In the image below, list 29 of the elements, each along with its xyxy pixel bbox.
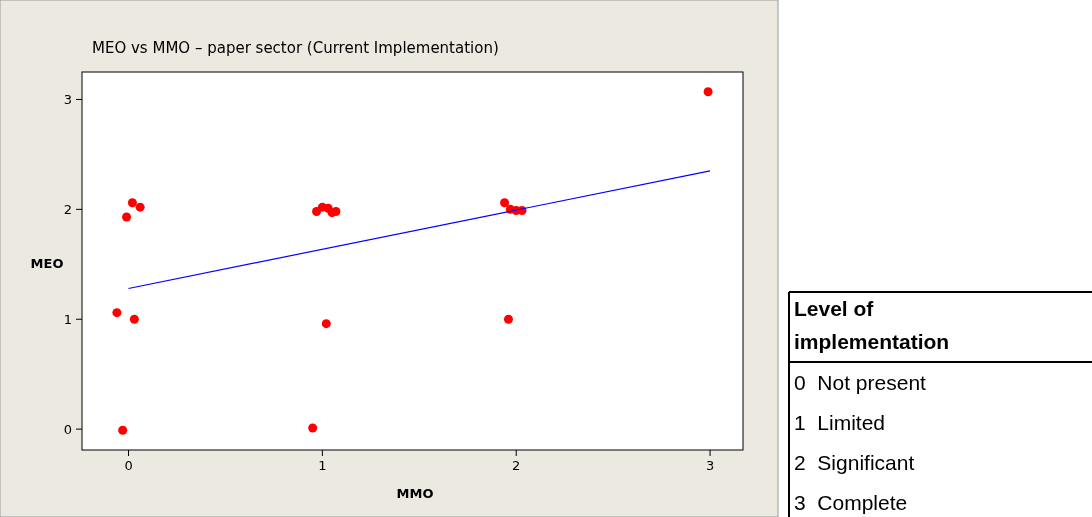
text: 3 Complete <box>794 491 908 514</box>
point <box>331 207 341 217</box>
point <box>112 308 122 318</box>
y-tick-label: 0 <box>63 422 72 438</box>
point <box>308 423 318 433</box>
point <box>321 319 331 329</box>
point <box>703 87 713 97</box>
y-tick-label: 2 <box>63 202 72 218</box>
text: 0 Not present <box>794 371 927 394</box>
x-tick-label: 3 <box>705 458 715 473</box>
point <box>118 425 128 435</box>
chart-title: MEO vs MMO – paper sector (Current Implementation) <box>92 39 499 57</box>
x-axis-title: MMO <box>396 486 434 501</box>
point <box>312 207 322 217</box>
text: 2 Significant <box>794 451 915 474</box>
x-tick-label: 1 <box>318 458 327 473</box>
point <box>503 314 513 324</box>
y-tick-label: 3 <box>63 92 72 108</box>
point <box>500 198 510 208</box>
x-tick-label: 2 <box>512 458 521 473</box>
x-tick-label: 0 <box>124 458 133 473</box>
point <box>122 212 132 222</box>
y-axis-title: MEO <box>30 256 64 271</box>
text: Level of implementation <box>794 297 950 353</box>
point <box>129 314 139 324</box>
point <box>127 198 137 208</box>
point <box>135 202 145 212</box>
text: 1 Limited <box>794 411 886 434</box>
y-tick-label: 1 <box>63 312 72 328</box>
